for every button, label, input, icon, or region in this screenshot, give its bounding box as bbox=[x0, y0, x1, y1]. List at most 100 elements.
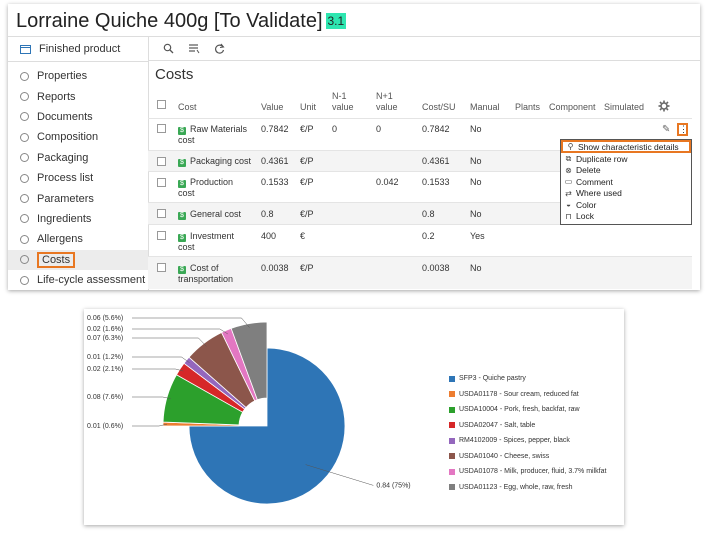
pie-data-label: 0.02 (1.6%) bbox=[87, 326, 123, 333]
radio-icon bbox=[20, 234, 29, 244]
select-all-checkbox[interactable] bbox=[157, 100, 166, 109]
table-row[interactable]: $ Investment cost 400 € 0.2 Yes bbox=[148, 224, 692, 257]
menu-item-comment[interactable]: ▭ Comment bbox=[561, 176, 691, 188]
col-header-simulated[interactable]: Simulated bbox=[604, 102, 645, 112]
sidebar-item-reports[interactable]: Reports bbox=[8, 86, 148, 106]
sidebar-item-label: Properties bbox=[37, 70, 88, 83]
sidebar: Finished product Properties Reports Docu… bbox=[8, 37, 149, 290]
context-menu: ⚲ Show characteristic details ⧉ Duplicate … bbox=[560, 139, 692, 225]
legend-item[interactable]: USDA01123 - Egg, whole, raw, fresh bbox=[449, 480, 606, 496]
sidebar-item-costs[interactable]: Costs bbox=[8, 249, 148, 270]
cell-cost: $ Cost of transportation bbox=[178, 263, 258, 285]
sidebar-item-life-cycle-assessment[interactable]: Life-cycle assessment bbox=[8, 270, 148, 290]
row-actions-kebab-button[interactable]: ⋮ bbox=[677, 123, 688, 136]
menu-item-delete[interactable]: ⊗ Delete bbox=[561, 165, 691, 177]
table-row[interactable]: $ Raw Materials cost 0.7842 €/P 0 0 0.784… bbox=[148, 118, 692, 151]
legend-label: SFP3 - Quiche pastry bbox=[459, 375, 526, 383]
pie-leader-line bbox=[132, 423, 168, 427]
table-row[interactable]: $ Cost of transportation 0.0038 €/P 0.003… bbox=[148, 256, 692, 289]
cost-pie-chart-panel: 0.84 (75%) 0.01 (0.6%) 0.08 (7.6%) 0.02 (2.… bbox=[84, 309, 624, 525]
pie-leader-line bbox=[132, 328, 228, 335]
sidebar-item-properties[interactable]: Properties bbox=[8, 66, 148, 86]
col-header-plants[interactable]: Plants bbox=[515, 102, 541, 112]
menu-item-show-characteristic-details[interactable]: ⚲ Show characteristic details bbox=[561, 140, 691, 153]
legend-swatch bbox=[449, 437, 455, 444]
radio-icon bbox=[20, 275, 29, 285]
gear-icon[interactable] bbox=[658, 100, 670, 112]
table-row[interactable]: $ Production cost 0.1533 €/P 0.042 0.1533… bbox=[148, 171, 692, 203]
row-checkbox[interactable] bbox=[157, 124, 166, 133]
sidebar-item-composition[interactable]: Composition bbox=[8, 127, 148, 147]
table-row[interactable]: $ Packaging cost 0.4361 €/P 0.4361 No bbox=[148, 150, 692, 172]
sidebar-item-label: Composition bbox=[37, 131, 99, 144]
dollar-icon: $ bbox=[178, 159, 186, 167]
sidebar-item-documents[interactable]: Documents bbox=[8, 107, 148, 127]
sidebar-item-ingredients[interactable]: Ingredients bbox=[8, 209, 148, 229]
chart-legend: SFP3 - Quiche pastry USDA01178 - Sour cre… bbox=[449, 371, 606, 495]
version-badge: 3.1 bbox=[325, 13, 347, 29]
cell-unit: € bbox=[300, 231, 306, 241]
legend-item[interactable]: RM4102009 - Spices, pepper, black bbox=[449, 433, 606, 449]
col-header-cost-su[interactable]: Cost/SU bbox=[422, 102, 456, 112]
sidebar-item-allergens[interactable]: Allergens bbox=[8, 229, 148, 249]
col-header-component[interactable]: Component bbox=[549, 102, 596, 112]
radio-icon bbox=[20, 92, 29, 102]
cell-manual: No bbox=[470, 124, 482, 134]
row-checkbox[interactable] bbox=[157, 157, 166, 166]
legend-swatch bbox=[449, 391, 455, 398]
row-checkbox[interactable] bbox=[157, 263, 166, 272]
dollar-icon: $ bbox=[178, 212, 186, 220]
menu-item-label: Delete bbox=[576, 165, 601, 176]
legend-item[interactable]: USDA01178 - Sour cream, reduced fat bbox=[449, 387, 606, 403]
sidebar-item-packaging[interactable]: Packaging bbox=[8, 148, 148, 168]
list-filter-icon[interactable] bbox=[188, 43, 200, 54]
pie-data-label: 0.01 (0.6%) bbox=[87, 423, 123, 430]
col-header-manual[interactable]: Manual bbox=[470, 102, 500, 112]
cell-cost: $ Packaging cost bbox=[178, 156, 258, 167]
legend-item[interactable]: USDA02047 - Salt, table bbox=[449, 418, 606, 434]
menu-item-label: Show characteristic details bbox=[578, 141, 679, 152]
menu-item-label: Duplicate row bbox=[576, 153, 628, 164]
search-icon[interactable] bbox=[163, 43, 174, 54]
legend-label: USDA02047 - Salt, table bbox=[459, 421, 536, 429]
cell-unit: €/P bbox=[300, 263, 314, 273]
menu-item-color[interactable]: ◒ Color bbox=[561, 199, 691, 211]
legend-item[interactable]: SFP3 - Quiche pastry bbox=[449, 371, 606, 387]
edit-pencil-icon[interactable]: ✎ bbox=[662, 124, 671, 135]
comment-icon: ▭ bbox=[564, 177, 573, 187]
row-checkbox[interactable] bbox=[157, 231, 166, 240]
pie-slice[interactable] bbox=[230, 321, 268, 401]
col-header-n-plus-1[interactable]: N+1 value bbox=[376, 91, 398, 112]
pie-leader-line bbox=[305, 464, 374, 486]
menu-item-lock[interactable]: ⊓ Lock bbox=[561, 211, 691, 223]
col-header-value[interactable]: Value bbox=[261, 102, 284, 112]
pie-leader-line bbox=[132, 337, 207, 347]
sidebar-item-label: Packaging bbox=[37, 151, 89, 164]
sidebar-item-label: Process list bbox=[37, 172, 94, 185]
row-checkbox[interactable] bbox=[157, 209, 166, 218]
menu-item-where-used[interactable]: ⇄ Where used bbox=[561, 188, 691, 200]
section-title: Costs bbox=[155, 66, 194, 83]
legend-swatch bbox=[449, 484, 455, 491]
cell-manual: No bbox=[470, 156, 482, 166]
menu-item-duplicate-row[interactable]: ⧉ Duplicate row bbox=[561, 153, 691, 165]
sidebar-item-parameters[interactable]: Parameters bbox=[8, 188, 148, 208]
legend-item[interactable]: USDA01040 - Cheese, swiss bbox=[449, 449, 606, 465]
legend-item[interactable]: USDA10004 - Pork, fresh, backfat, raw bbox=[449, 402, 606, 418]
row-checkbox[interactable] bbox=[157, 178, 166, 187]
col-header-cost[interactable]: Cost bbox=[178, 102, 197, 112]
radio-icon bbox=[20, 153, 29, 163]
legend-item[interactable]: USDA01078 - Milk, producer, fluid, 3.7% … bbox=[449, 464, 606, 480]
cell-value: 0.1533 bbox=[261, 177, 289, 187]
sidebar-item-process-list[interactable]: Process list bbox=[8, 168, 148, 188]
sidebar-header[interactable]: Finished product bbox=[8, 37, 148, 62]
cell-cost-su: 0.4361 bbox=[422, 156, 450, 166]
table-row[interactable]: $ General cost 0.8 €/P 0.8 No bbox=[148, 202, 692, 225]
col-header-unit[interactable]: Unit bbox=[300, 102, 317, 112]
cell-cost-su: 0.8 bbox=[422, 209, 435, 219]
pie-data-label: 0.06 (5.6%) bbox=[87, 315, 123, 322]
col-header-n-minus-1[interactable]: N-1 value bbox=[332, 91, 354, 112]
refresh-icon[interactable] bbox=[214, 43, 225, 54]
legend-label: USDA01040 - Cheese, swiss bbox=[459, 452, 550, 460]
cell-manual: No bbox=[470, 263, 482, 273]
